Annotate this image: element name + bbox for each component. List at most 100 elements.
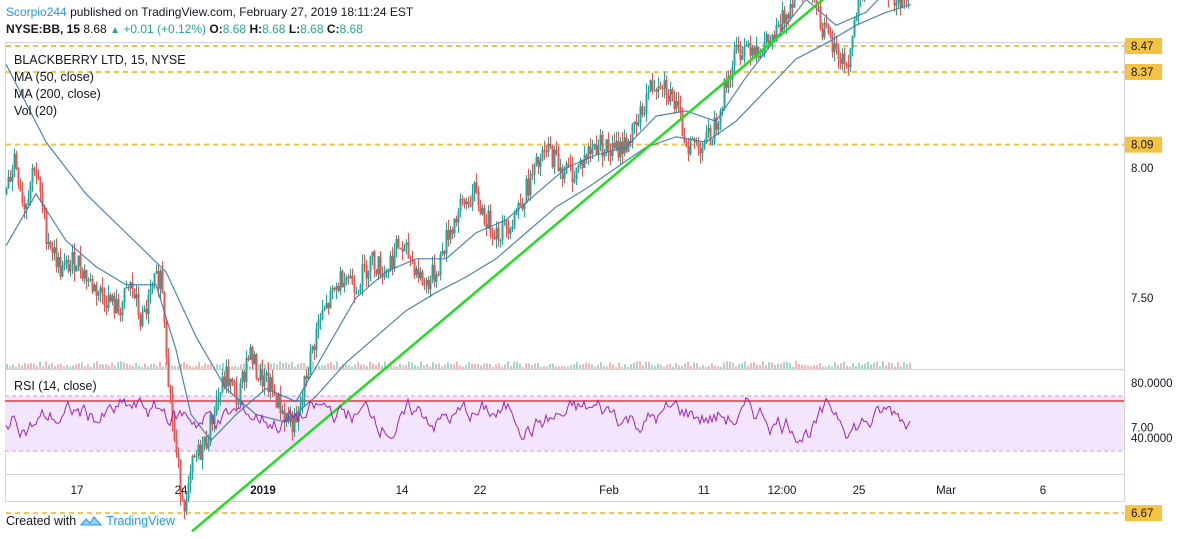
volume-bar (471, 363, 473, 369)
candle-body (23, 202, 26, 210)
candle-body (133, 288, 136, 299)
candle-body (339, 271, 342, 291)
volume-bar (819, 362, 821, 369)
volume-bar (810, 366, 812, 369)
candle-body (847, 64, 850, 68)
candle-body (27, 199, 30, 205)
candle-body (663, 80, 666, 89)
volume-bar (486, 363, 488, 369)
volume-bar (531, 365, 533, 369)
candle-body (317, 320, 320, 329)
candle-body (781, 10, 784, 31)
candle-body (469, 205, 472, 207)
candle-body (61, 266, 64, 277)
volume-bar (534, 363, 536, 369)
volume-bar (693, 362, 695, 369)
candle-body (109, 294, 112, 302)
candle-body (715, 117, 718, 130)
candle-body (831, 37, 834, 53)
candle-body (727, 75, 730, 88)
rsi-legend[interactable]: RSI (14, close) (14, 379, 97, 393)
volume-bar (396, 366, 398, 369)
volume-bar (813, 365, 815, 369)
candle-body (351, 275, 354, 285)
candle-body (335, 286, 338, 290)
candle-body (199, 444, 202, 460)
candle-body (251, 346, 254, 364)
candle-body (849, 48, 852, 68)
volume-bar (240, 364, 242, 369)
volume-bar (474, 364, 476, 369)
candle-body (271, 377, 274, 390)
volume-bar (60, 363, 62, 369)
volume-bar (66, 364, 68, 369)
candle-body (591, 148, 594, 155)
candle-body (163, 292, 166, 323)
volume-bar (399, 363, 401, 369)
candle-body (893, 0, 896, 6)
candle-body (255, 354, 258, 379)
volume-bar (627, 366, 629, 369)
candle-body (329, 291, 332, 309)
candle-body (353, 284, 356, 293)
candle-body (821, 28, 824, 38)
candle-body (155, 271, 158, 274)
candle-body (381, 276, 384, 278)
volume-bar (111, 362, 113, 369)
tradingview-brand-link[interactable]: TradingView (106, 514, 175, 528)
candle-body (333, 288, 336, 290)
candle-body (209, 414, 212, 443)
candle-body (89, 278, 92, 280)
candle-body (187, 483, 190, 500)
volume-bar (582, 364, 584, 369)
volume-bar (288, 363, 290, 369)
x-tick-label: Feb (599, 485, 619, 497)
volume-bar (294, 366, 296, 369)
volume-bar (747, 365, 749, 369)
volume-bar (339, 366, 341, 369)
volume-bar (279, 361, 281, 369)
candle-body (265, 372, 268, 376)
candle-body (857, 0, 860, 16)
candle-body (203, 436, 206, 446)
legend-ma200[interactable]: MA (200, close) (14, 87, 101, 101)
volume-bar (888, 362, 890, 369)
candle-body (75, 266, 78, 272)
volume-bar (384, 361, 386, 369)
author-link[interactable]: Scorpio244 (6, 5, 67, 19)
volume-bar (447, 362, 449, 369)
candle-body (673, 94, 676, 110)
volume-bar (891, 363, 893, 369)
candle-body (131, 282, 134, 289)
volume-bar (18, 363, 20, 369)
candle-body (135, 294, 138, 299)
volume-bar (90, 366, 92, 369)
volume-bar (492, 366, 494, 369)
volume-bar (405, 365, 407, 369)
candle-body (445, 229, 448, 254)
volume-bar (600, 362, 602, 369)
volume-bar (453, 364, 455, 369)
volume-bar (372, 363, 374, 369)
candle-body (319, 318, 322, 321)
legend-volume[interactable]: Vol (20) (14, 104, 58, 118)
candle-body (69, 264, 72, 272)
volume-bar (321, 365, 323, 369)
candle-body (735, 44, 738, 51)
candle-body (239, 383, 242, 404)
volume-bar (672, 366, 674, 369)
candle-body (835, 43, 838, 49)
candle-body (311, 346, 314, 352)
volume-bar (444, 364, 446, 369)
candle-body (775, 24, 778, 42)
candle-body (389, 255, 392, 270)
candle-body (53, 247, 56, 254)
volume-bar (129, 365, 131, 369)
legend-ma50[interactable]: MA (50, close) (14, 70, 94, 84)
candle-body (473, 182, 476, 194)
volume-bar (753, 362, 755, 369)
volume-bar (276, 364, 278, 369)
volume-bar (540, 366, 542, 369)
candle-body (161, 270, 164, 293)
